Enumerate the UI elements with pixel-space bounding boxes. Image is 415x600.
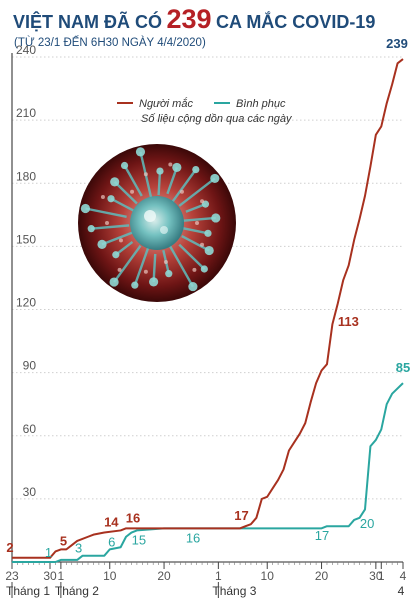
x-month-label: 4 xyxy=(398,584,405,598)
x-tick-label: 1 xyxy=(58,569,65,583)
x-tick-label: 20 xyxy=(157,569,171,583)
legend-label-cases: Người mắc xyxy=(139,97,193,110)
y-tick-label: 120 xyxy=(16,296,36,310)
data-label-cases: 2 xyxy=(6,540,13,555)
x-month-label: Tháng 2 xyxy=(55,584,99,598)
y-tick-label: 210 xyxy=(16,106,36,120)
data-label-cases: 239 xyxy=(386,36,408,51)
series-line-recovered xyxy=(12,382,404,563)
x-tick-label: 10 xyxy=(261,569,275,583)
data-label-recovered: 1 xyxy=(45,545,52,560)
grid-lines: 30 60 90 120 150 180 210 240 xyxy=(12,43,403,500)
coronavirus-illustration-icon xyxy=(78,144,236,302)
y-tick-label: 60 xyxy=(23,422,37,436)
series-layer xyxy=(12,58,404,563)
y-tick-label: 90 xyxy=(23,359,37,373)
x-tick-label: 4 xyxy=(400,569,407,583)
x-month-label: Tháng 1 xyxy=(6,584,50,598)
x-tick-label: 23 xyxy=(5,569,19,583)
data-label-cases: 16 xyxy=(126,510,140,525)
data-labels: 2 5 14 16 17 113 239 1 3 6 15 16 17 20 85 xyxy=(6,36,410,560)
x-month-label: Tháng 3 xyxy=(212,584,256,598)
data-label-cases: 5 xyxy=(60,533,67,548)
data-label-recovered: 20 xyxy=(360,516,374,531)
data-label-cases: 17 xyxy=(234,508,248,523)
y-tick-label: 30 xyxy=(23,485,37,499)
data-label-recovered: 16 xyxy=(186,530,200,545)
data-label-recovered: 85 xyxy=(396,360,410,375)
legend: Người mắc Bình phục Số liệu cộng dồn qua… xyxy=(117,97,293,125)
data-label-recovered: 15 xyxy=(132,532,146,547)
y-tick-label: 150 xyxy=(16,232,36,246)
x-tick-label: 30 xyxy=(369,569,383,583)
x-tick-label: 1 xyxy=(215,569,222,583)
data-label-cases: 14 xyxy=(104,515,119,530)
legend-label-recovered: Bình phục xyxy=(236,98,286,110)
chart-title: VIỆT NAM ĐÃ CÓ 239 CA MẮC COVID-19 xyxy=(13,4,413,38)
chart-subtitle: (TỪ 23/1 ĐẾN 6H30 NGÀY 4/4/2020) xyxy=(14,37,206,49)
title-suffix: CA MẮC COVID-19 xyxy=(215,12,376,32)
x-tick-label: 30 xyxy=(43,569,57,583)
title-case-count: 239 xyxy=(166,4,212,34)
x-tick-label: 20 xyxy=(315,569,329,583)
x-tick-label: 1 xyxy=(378,569,385,583)
y-tick-label: 180 xyxy=(16,169,36,183)
data-label-recovered: 17 xyxy=(315,528,329,543)
data-label-cases: 113 xyxy=(338,314,359,329)
x-tick-label: 10 xyxy=(103,569,117,583)
data-label-recovered: 6 xyxy=(108,534,115,549)
legend-note: Số liệu cộng dồn qua các ngày xyxy=(141,113,293,125)
y-tick-label: 240 xyxy=(16,43,36,57)
data-label-recovered: 3 xyxy=(75,541,82,556)
series-line-cases xyxy=(12,58,404,559)
title-prefix: VIỆT NAM ĐÃ CÓ xyxy=(13,12,163,32)
